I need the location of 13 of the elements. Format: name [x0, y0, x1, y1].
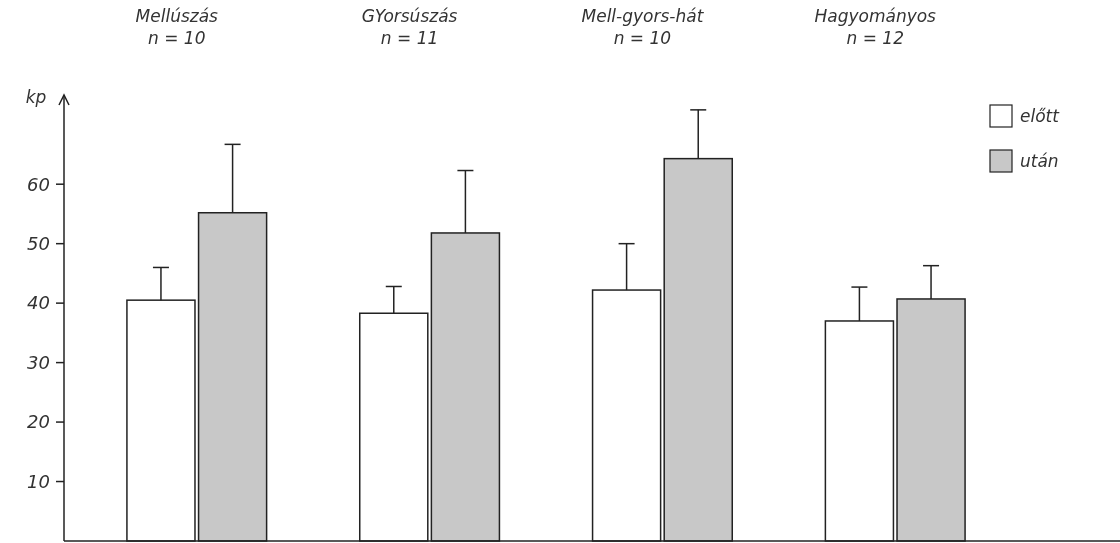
y-tick-label: 50: [27, 232, 50, 254]
y-axis-title: kp: [25, 87, 47, 107]
y-tick-label: 30: [27, 351, 50, 373]
y-tick-label: 20: [27, 411, 50, 433]
y-tick-label: 10: [27, 470, 50, 492]
x-tick-label: GYorsúszás n = 11: [361, 6, 458, 48]
y-tick-label: 60: [27, 173, 50, 195]
x-tick-label: Hagyományos n = 12: [814, 6, 937, 48]
legend-label: előtt: [1020, 105, 1061, 126]
legend-label: után: [1020, 150, 1059, 171]
x-tick-label: Mellúszás n = 10: [135, 6, 219, 48]
x-tick-label: Mell-gyors-hát n = 10: [581, 6, 705, 48]
y-tick-label: 40: [27, 292, 50, 314]
